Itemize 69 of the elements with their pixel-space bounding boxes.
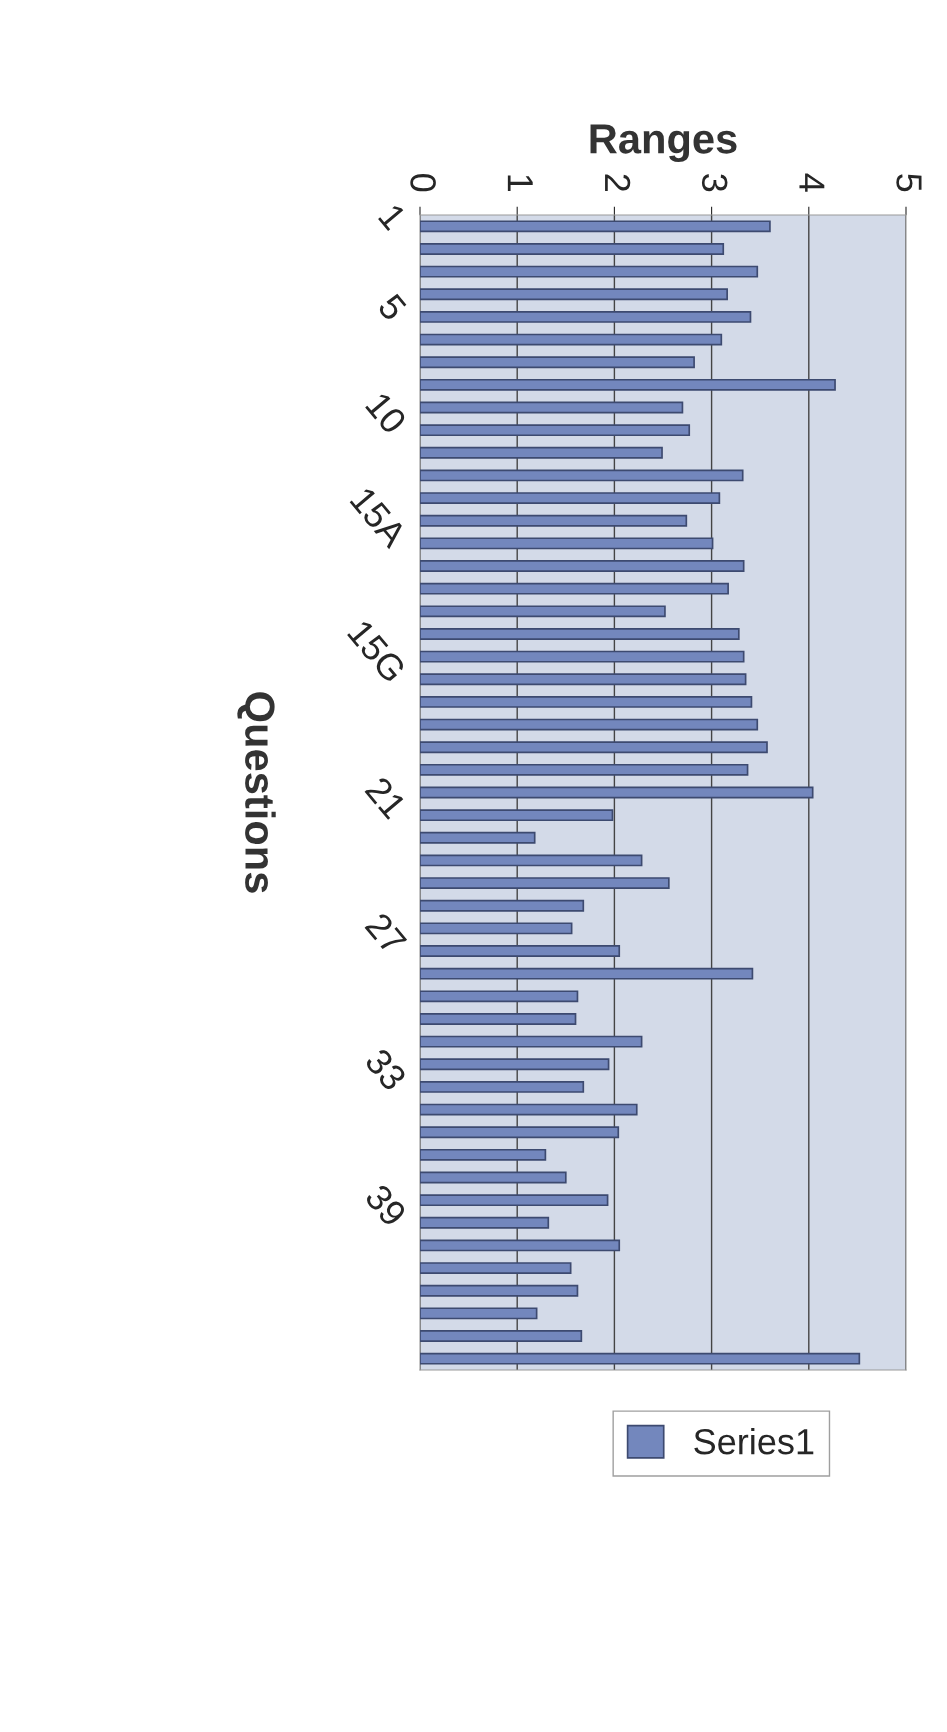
bar — [420, 1194, 609, 1207]
bar — [420, 401, 684, 414]
x-tick-label: 5 — [896, 174, 922, 192]
bar — [420, 628, 740, 640]
bar — [420, 288, 728, 301]
bar — [420, 446, 663, 459]
bar — [420, 809, 614, 822]
bar — [420, 243, 725, 255]
bar — [420, 763, 749, 776]
bar — [420, 378, 836, 391]
legend-label: Series1 — [694, 1427, 814, 1455]
bar — [420, 560, 745, 572]
bar — [420, 514, 688, 527]
x-tick-label: 2 — [605, 174, 631, 191]
bar — [420, 582, 729, 595]
y-tick-label: 15A — [349, 486, 409, 550]
bar — [420, 605, 666, 618]
bar — [420, 1013, 577, 1025]
bar — [420, 1352, 861, 1365]
bar — [420, 741, 768, 754]
bar — [420, 945, 621, 957]
bar — [420, 695, 753, 708]
bar — [420, 469, 744, 482]
bar — [420, 877, 670, 890]
y-tick-label: 27 — [364, 911, 408, 956]
bar — [420, 1284, 579, 1297]
y-tick-label: 5 — [376, 292, 408, 322]
x-tick-label: 0 — [410, 174, 436, 192]
bar — [420, 1126, 620, 1139]
bar — [420, 831, 536, 844]
bar — [420, 786, 814, 799]
bar — [420, 673, 747, 686]
bar — [420, 1171, 567, 1184]
y-tick-label: 39 — [364, 1182, 408, 1228]
bar — [420, 1080, 585, 1093]
bar — [420, 650, 745, 663]
bar — [420, 854, 643, 867]
bar — [420, 967, 754, 980]
y-tick-label: 15G — [346, 618, 407, 684]
bar — [420, 1330, 583, 1342]
bar — [420, 492, 721, 505]
bar — [420, 356, 695, 369]
bar — [420, 1307, 538, 1320]
bar — [420, 1148, 547, 1161]
bar — [420, 1035, 643, 1048]
x-axis-title: Ranges — [590, 124, 737, 163]
bar — [420, 220, 771, 233]
y-tick-label: 10 — [364, 391, 408, 436]
y-tick-label: 33 — [364, 1046, 408, 1092]
bar — [420, 265, 759, 278]
y-tick-label: 21 — [364, 775, 408, 820]
bar — [420, 1239, 621, 1252]
bar — [420, 1103, 638, 1116]
bar — [420, 310, 752, 323]
bar — [420, 537, 714, 550]
y-tick-label: 1 — [378, 203, 408, 231]
y-axis-title: Questions — [237, 692, 276, 893]
bar — [420, 922, 573, 935]
bar — [420, 1216, 550, 1229]
bar — [420, 424, 691, 437]
bar — [420, 1058, 610, 1071]
bar — [420, 333, 723, 346]
x-tick-label: 4 — [799, 173, 825, 192]
bar — [420, 718, 759, 731]
bar — [420, 899, 585, 912]
bar — [420, 1262, 572, 1275]
x-tick-label: 3 — [701, 174, 728, 192]
x-tick-label: 1 — [507, 175, 533, 192]
bar — [420, 990, 579, 1003]
